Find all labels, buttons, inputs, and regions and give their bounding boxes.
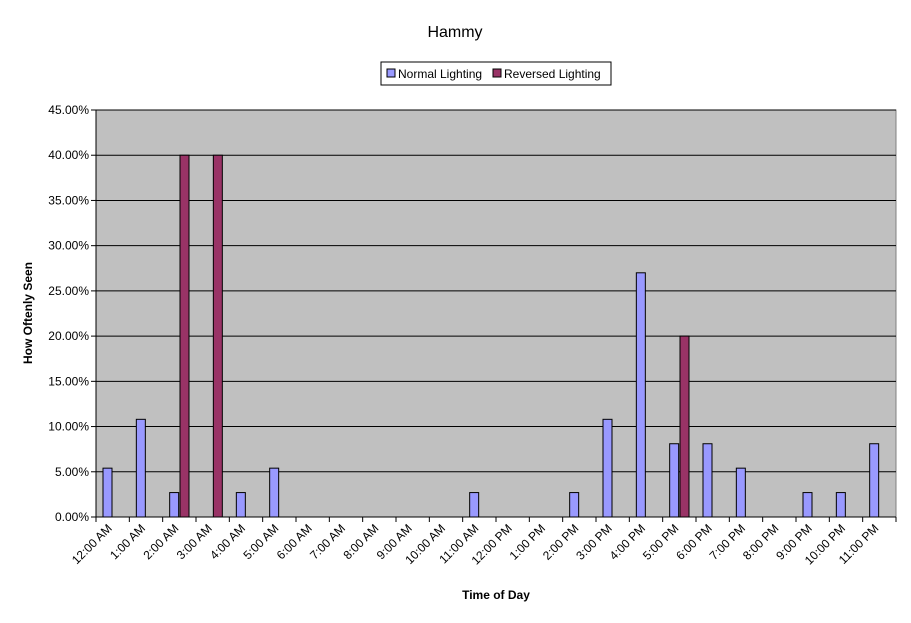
bar-normal-lighting [835,492,846,518]
y-tick-label: 20.00% [48,329,89,343]
x-tick-label: 5:00 AM [240,521,281,562]
x-tick-label: 3:00 PM [573,521,615,563]
x-tick-label: 6:00 PM [673,521,715,563]
legend-label-normal: Normal Lighting [398,67,482,81]
x-axis-title: Time of Day [462,588,530,602]
bar-normal-lighting [269,467,280,518]
x-tick-label: 3:00 AM [174,521,215,562]
x-tick-label: 1:00 PM [507,521,549,563]
x-tick-label: 5:00 PM [640,521,682,563]
bar-normal-lighting [135,418,146,518]
bar-reversed-lighting [179,154,190,518]
y-tick-label: 5.00% [55,465,89,479]
bar-normal-lighting [602,418,613,518]
bar-normal-lighting [669,443,680,518]
bar-normal-lighting [802,492,813,518]
y-tick-label: 0.00% [55,510,89,524]
bar-normal-lighting [169,492,180,518]
x-tick-label: 4:00 PM [607,521,649,563]
plot-area [95,109,897,518]
x-tick-label: 4:00 AM [207,521,248,562]
x-tick-label: 12:00 AM [69,521,115,567]
bar-normal-lighting [235,492,246,518]
legend-label-reversed: Reversed Lighting [504,67,601,81]
x-tick-label: 6:00 AM [274,521,315,562]
x-tick-label: 1:00 AM [107,521,148,562]
x-tick-labels: 12:00 AM1:00 AM2:00 AM3:00 AM4:00 AM5:00… [69,521,881,567]
y-tick-label: 10.00% [48,420,89,434]
x-tick-label: 7:00 PM [707,521,749,563]
x-tick-label: 8:00 PM [740,521,782,563]
bar-normal-lighting [469,492,480,518]
bar-normal-lighting [702,443,713,518]
bar-reversed-lighting [212,154,223,518]
x-tick-label: 8:00 AM [340,521,381,562]
x-tick-label: 7:00 AM [307,521,348,562]
y-tick-label: 25.00% [48,284,89,298]
y-tick-label: 35.00% [48,193,89,207]
bar-normal-lighting [102,467,113,518]
axes [91,109,897,522]
y-axis-title: How Oftenly Seen [21,262,35,364]
y-tick-label: 45.00% [48,103,89,117]
y-tick-labels: 0.00% 5.00% 10.00% 15.00% 20.00% 25.00% 30.00%… [48,103,89,524]
legend-swatch-normal [386,68,396,78]
bar-normal-lighting [569,492,580,518]
bar-reversed-lighting [679,335,690,518]
x-tick-label: 2:00 PM [540,521,582,563]
bar-normal-lighting [869,443,880,518]
y-tick-label: 30.00% [48,239,89,253]
legend: Normal Lighting Reversed Lighting [380,61,612,86]
legend-swatch-reversed [492,68,502,78]
bar-normal-lighting [735,467,746,518]
bar-normal-lighting [635,272,646,518]
y-tick-label: 15.00% [48,374,89,388]
y-tick-label: 40.00% [48,148,89,162]
x-tick-label: 2:00 AM [140,521,181,562]
chart-title: Hammy [427,24,482,41]
gridlines [96,109,896,473]
